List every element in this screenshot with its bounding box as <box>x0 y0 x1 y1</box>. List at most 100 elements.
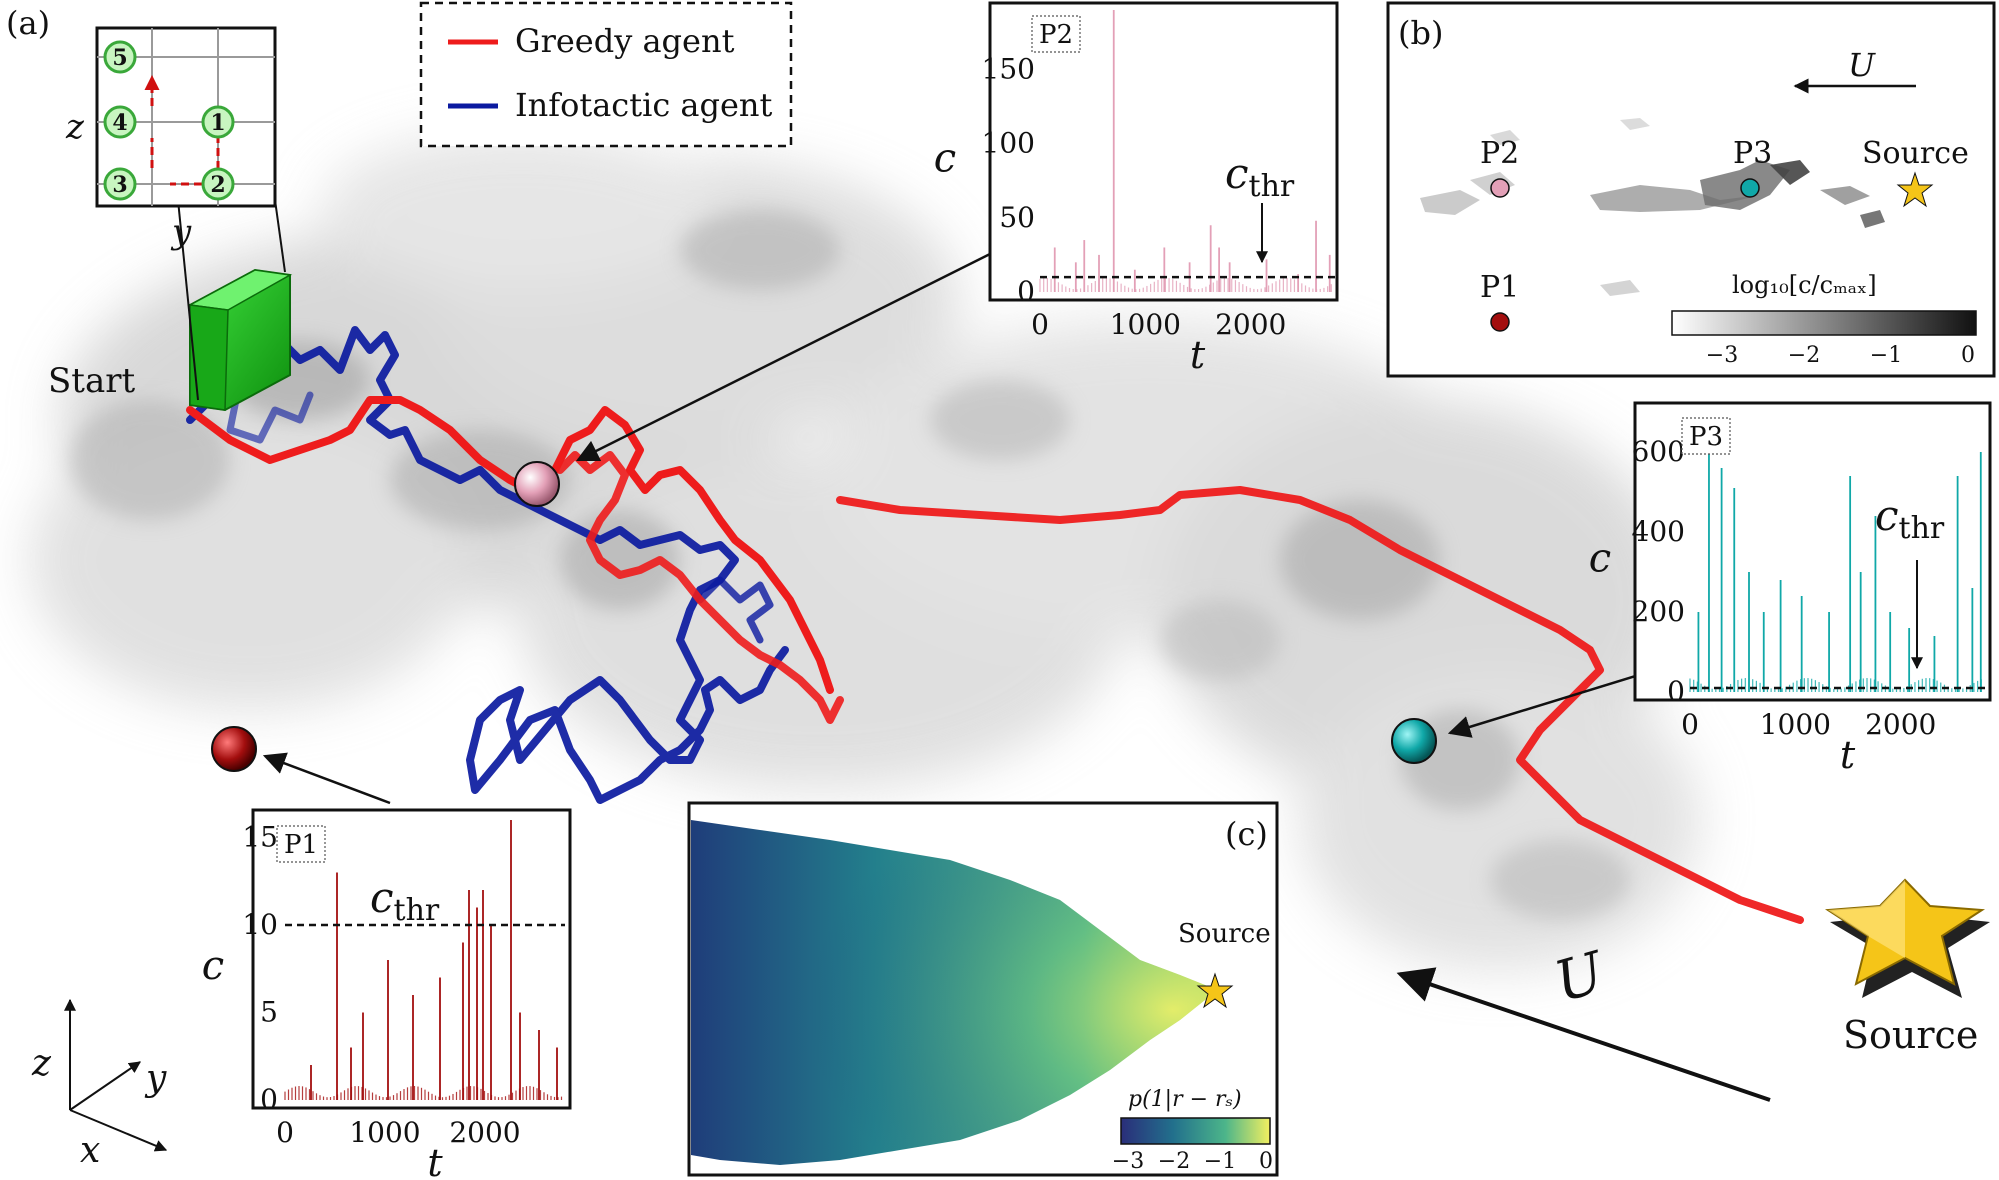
panel-b-p3-label: P3 <box>1733 136 1772 171</box>
chart-title-P3: P3 <box>1689 422 1723 452</box>
chart-ytick-P1: 5 <box>260 996 278 1029</box>
cbarB-ticks-tick: −2 <box>1788 343 1820 368</box>
grid-node-5 <box>103 40 137 74</box>
panel-b-p1-label: P1 <box>1480 270 1519 305</box>
chart-xlabel-P2: t <box>1190 333 1206 377</box>
grid-node-label-3: 3 <box>112 172 127 198</box>
probe-p2-sphere <box>514 461 560 507</box>
grid-inset: 5 4 1 3 2 z y <box>65 26 277 252</box>
grid-node-label-1: 1 <box>210 110 225 136</box>
cbarB-ticks-tick: 0 <box>1961 343 1975 368</box>
chart-xtick-P3: 0 <box>1681 708 1699 741</box>
grid-node-label-2: 2 <box>210 172 225 198</box>
panel-b-colorbar <box>1671 310 1977 336</box>
axis3d-y-label: y <box>144 1058 167 1099</box>
callout-arrow-p1 <box>262 752 391 805</box>
legend-infotactic-label: Infotactic agent <box>515 86 773 124</box>
panel-label-a: (a) <box>6 4 50 42</box>
infotactic-trajectory <box>186 326 789 804</box>
chart-ytick-P3: 600 <box>1632 435 1685 468</box>
chart-ytick-P1: 15 <box>242 821 278 854</box>
chart-ytick-P2: 0 <box>1017 275 1035 308</box>
start-box <box>187 268 293 412</box>
panel-b-source-label: Source <box>1862 136 1969 171</box>
z-axis-label-inset: z <box>65 107 85 147</box>
chart-xlabel-P3: t <box>1840 733 1856 777</box>
panel-b-source-star <box>1896 171 1934 208</box>
panel-b-p1-dot <box>1490 312 1510 332</box>
panel-b-p2-dot <box>1490 178 1510 198</box>
axes-3d <box>64 998 168 1152</box>
axis3d-x-label: x <box>80 1130 100 1171</box>
chart-title-box-P1 <box>276 825 326 863</box>
chart-xtick-P1: 1000 <box>349 1116 420 1149</box>
panel-b-wind-label: U <box>1848 46 1876 84</box>
panel-b-p3-dot <box>1740 178 1760 198</box>
legend: Greedy agent Infotactic agent <box>419 1 793 148</box>
chart-ylabel-P3: c <box>1589 536 1611 582</box>
chart-ytick-P1: 10 <box>242 908 278 941</box>
source-label: Source <box>1843 1013 1978 1057</box>
cbarB-ticks-tick: −1 <box>1870 343 1902 368</box>
chart-xtick-P2: 1000 <box>1110 308 1181 341</box>
chart-threshold-label-P3: cthr <box>1875 491 1945 546</box>
grid-node-3 <box>103 167 137 201</box>
callout-arrow-p2 <box>575 247 1001 462</box>
chart-ytick-P2: 50 <box>999 201 1035 234</box>
panel-c-colorbar-label: p(1|r − rₛ) <box>1128 1087 1242 1112</box>
probe-p3-sphere <box>1391 718 1437 764</box>
wind-arrow <box>1396 967 1771 1102</box>
chart-ytick-P2: 100 <box>982 127 1035 160</box>
timeseries-p2: 0 50 100 150 0 1000 2000 t c P2 cthr <box>934 1 1339 377</box>
chart-xtick-P1: 0 <box>276 1116 294 1149</box>
cbarC-ticks-tick: 0 <box>1259 1149 1273 1174</box>
panel-c-colorbar <box>1120 1117 1271 1145</box>
zoom-line-right <box>274 199 286 273</box>
cbarC-ticks-tick: −3 <box>1112 1149 1144 1174</box>
cbarC-ticks-tick: −1 <box>1204 1149 1236 1174</box>
panel-c: (c) Source p(1|r − rₛ) −3 −2 −1 0 <box>687 801 1279 1177</box>
chart-title-P2: P2 <box>1039 20 1073 50</box>
chart-title-box-P2 <box>1031 15 1081 53</box>
legend-greedy-label: Greedy agent <box>515 22 735 60</box>
chart-threshold-label-P1: cthr <box>370 873 440 928</box>
wind-label: U <box>1548 939 1613 1015</box>
panel-label-b: (b) <box>1398 14 1443 52</box>
chart-ytick-P1: 0 <box>260 1083 278 1116</box>
grid-node-2 <box>201 167 235 201</box>
zoom-line-left <box>177 199 199 401</box>
start-label: Start <box>48 361 135 401</box>
callout-arrow-p3 <box>1447 668 1656 738</box>
panel-label-c: (c) <box>1225 815 1268 853</box>
grid-node-label-5: 5 <box>112 45 127 71</box>
greedy-trajectory <box>186 396 1804 924</box>
chart-xtick-P1: 2000 <box>449 1116 520 1149</box>
chart-ytick-P3: 400 <box>1632 515 1685 548</box>
timeseries-p3: 0 200 400 600 0 1000 2000 t c P3 cthr <box>1589 401 1992 777</box>
grid-node-1 <box>201 105 235 139</box>
panel-b-p2-label: P2 <box>1480 136 1519 171</box>
chart-xtick-P3: 1000 <box>1760 708 1831 741</box>
axis3d-z-label: z <box>31 1043 52 1084</box>
chart-ylabel-P2: c <box>934 136 956 182</box>
panel-c-source-label: Source <box>1178 919 1271 949</box>
chart-ylabel-P1: c <box>202 943 224 989</box>
y-axis-label-inset: y <box>170 212 192 252</box>
cbarB-ticks-tick: −3 <box>1706 343 1738 368</box>
grid-node-label-4: 4 <box>112 110 127 136</box>
grid-node-4 <box>103 105 137 139</box>
chart-threshold-label-P2: cthr <box>1225 149 1295 204</box>
probe-p1-sphere <box>211 726 257 772</box>
chart-xlabel-P1: t <box>427 1141 443 1180</box>
chart-xtick-P2: 0 <box>1031 308 1049 341</box>
chart-ytick-P3: 0 <box>1667 675 1685 708</box>
chart-ytick-P3: 200 <box>1632 595 1685 628</box>
chart-ytick-P2: 150 <box>982 52 1035 85</box>
source-star <box>1824 878 1990 998</box>
chart-xtick-P2: 2000 <box>1215 308 1286 341</box>
panel-c-source-star <box>1196 972 1234 1009</box>
cbarC-ticks-tick: −2 <box>1158 1149 1190 1174</box>
chart-title-box-P3 <box>1681 417 1731 455</box>
